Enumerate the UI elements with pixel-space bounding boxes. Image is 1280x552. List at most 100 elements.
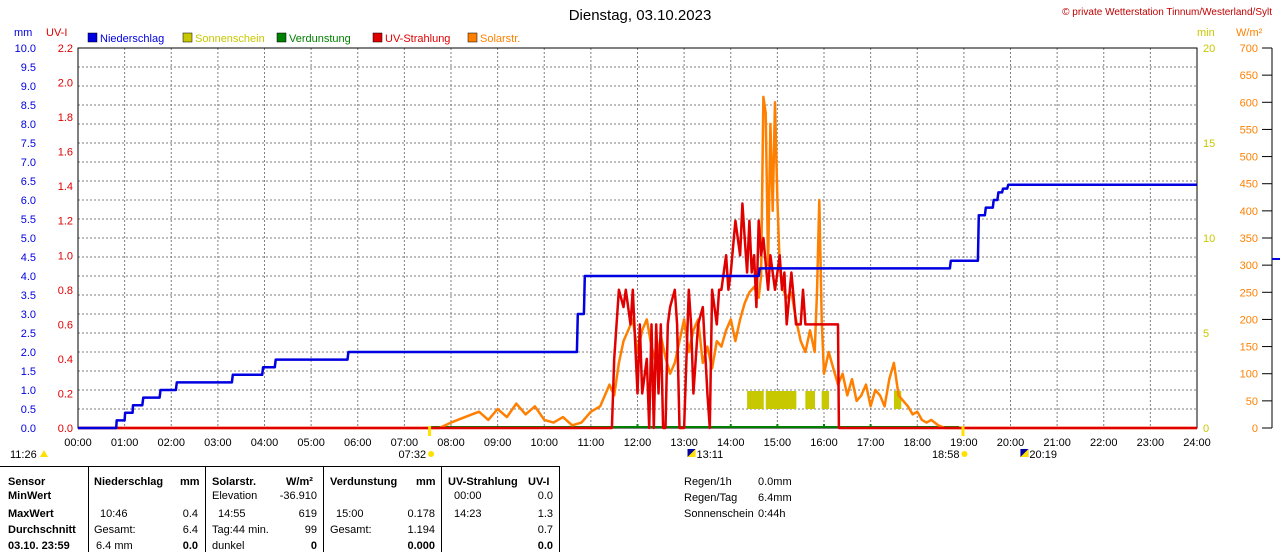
uv-tick-label: 0.6 (58, 319, 73, 331)
solar-tick-label: 250 (1240, 287, 1258, 299)
table-divider (559, 466, 560, 552)
sun-tick-label: 15 (1203, 138, 1215, 150)
elevation-label: Elevation (212, 490, 258, 502)
rain-tick-label: 6.0 (21, 195, 36, 207)
copyright-text: © private Wetterstation Tinnum/Westerlan… (1062, 7, 1272, 18)
solar-max-value: 619 (298, 508, 317, 520)
table-divider (88, 466, 89, 552)
x-tick-label: 15:00 (764, 437, 792, 449)
solar-tick-label: 350 (1240, 233, 1258, 245)
x-tick-label: 11:00 (578, 437, 605, 449)
uv-bottom-value: 0.0 (537, 540, 553, 552)
uv-axis-unit: UV-I (46, 27, 67, 39)
evap-max-time: 15:00 (336, 508, 364, 520)
regen-1h-value: 0.0mm (758, 476, 792, 488)
x-tick-label: 24:00 (1183, 437, 1211, 449)
uv-max-time: 14:23 (454, 508, 482, 520)
rain-bottom-value: 0.0 (182, 540, 198, 552)
uv-tick-label: 0.8 (58, 285, 73, 297)
uv-tick-label: 2.0 (58, 78, 73, 90)
x-tick-label: 19:00 (950, 437, 978, 449)
x-tick-label: 14:00 (717, 437, 745, 449)
sunshine-bar (805, 391, 811, 409)
x-tick-label: 10:00 (530, 437, 558, 449)
solar-tick-label: 100 (1240, 369, 1258, 381)
rain-tick-label: 4.5 (21, 252, 36, 264)
rain-tick-label: 4.0 (21, 271, 36, 283)
legend-label: Verdunstung (289, 33, 351, 45)
rain-tick-label: 3.5 (21, 290, 36, 302)
legend-label: Sonnenschein (195, 33, 265, 45)
rain-tick-label: 6.5 (21, 176, 36, 188)
x-tick-label: 03:00 (204, 437, 232, 449)
uv-tick-label: 2.2 (58, 43, 73, 55)
sunshine-bar (791, 391, 797, 409)
solar-tick-label: 600 (1240, 97, 1258, 109)
sunshine-bar (749, 391, 755, 409)
legend-swatch (276, 32, 287, 43)
solar-tick-label: 50 (1246, 396, 1258, 408)
sensor-header: Sensor (8, 476, 46, 488)
rain-tick-label: 8.0 (21, 119, 36, 131)
solar-tick-label: 550 (1240, 124, 1258, 136)
legend-swatch (372, 32, 383, 43)
evap-unit: mm (416, 476, 436, 488)
rain-tick-label: 9.5 (21, 62, 36, 74)
rain-tick-label: 10.0 (15, 43, 36, 55)
sunrise-tick (428, 426, 432, 436)
uv-avg-value: 0.7 (537, 524, 553, 536)
uv-min-value: 0.0 (537, 490, 553, 502)
maxwert-label: MaxWert (8, 508, 54, 520)
sunshine-bar (768, 391, 774, 409)
regen-tag-label: Regen/Tag (684, 492, 738, 504)
rain-tick-label: 0.5 (21, 404, 36, 416)
solar-tick-label: 450 (1240, 179, 1258, 191)
rain-axis-unit: mm (14, 27, 32, 39)
uv-tick-label: 1.8 (58, 112, 73, 124)
evap-header: Verdunstung (330, 476, 398, 488)
table-divider (441, 466, 442, 552)
rain-tick-label: 2.0 (21, 347, 36, 359)
uv-header: UV-Strahlung (448, 476, 518, 488)
x-tick-label: 02:00 (157, 437, 185, 449)
x-tick-label: 17:00 (857, 437, 885, 449)
solar-tick-label: 500 (1240, 152, 1258, 164)
table-divider (205, 466, 206, 552)
x-tick-label: 23:00 (1137, 437, 1165, 449)
x-tick-label: 09:00 (484, 437, 512, 449)
uv-tick-label: 0.0 (58, 423, 73, 435)
moon-icon (1020, 449, 1029, 457)
elevation-value: -36.910 (279, 490, 317, 502)
evap-max-value: 0.178 (407, 508, 435, 520)
rain-tick-label: 0.0 (21, 423, 36, 435)
sunrise-label: 07:32 (399, 449, 427, 461)
rain-total-value: 6.4 (182, 524, 198, 536)
uv-unit: UV-I (528, 476, 550, 488)
sunshine-bar (786, 391, 792, 409)
solar-unit: W/m² (286, 476, 313, 488)
noon-icon-half (687, 449, 696, 457)
legend-label: Niederschlag (100, 33, 164, 45)
sonnenschein-label: Sonnenschein (684, 508, 754, 520)
uv-tick-label: 1.4 (58, 181, 73, 193)
solar-tick-label: 200 (1240, 314, 1258, 326)
evap-total-label: Gesamt: (330, 524, 372, 536)
rain-tick-label: 7.5 (21, 138, 36, 150)
sunshine-bar (824, 391, 829, 409)
uv-max-value: 1.3 (537, 508, 553, 520)
rain-unit: mm (180, 476, 200, 488)
moon-label: 20:19 (1029, 449, 1057, 461)
rain-header: Niederschlag (94, 476, 164, 488)
regen-1h-label: Regen/1h (684, 476, 732, 488)
rain-day-value: 6.4 mm (96, 540, 133, 552)
sun-tick-label: 10 (1203, 233, 1215, 245)
solar-bottom-value: 0 (310, 540, 317, 552)
x-tick-label: 22:00 (1090, 437, 1118, 449)
uv-tick-label: 1.2 (58, 216, 73, 228)
table-top-line (0, 466, 560, 467)
sun-axis-unit: min (1197, 27, 1215, 39)
x-tick-label: 21:00 (1043, 437, 1071, 449)
date-label: 03.10. 23:59 (8, 540, 70, 552)
solar-max-time: 14:55 (218, 508, 246, 520)
sun-tick-label: 0 (1203, 423, 1209, 435)
